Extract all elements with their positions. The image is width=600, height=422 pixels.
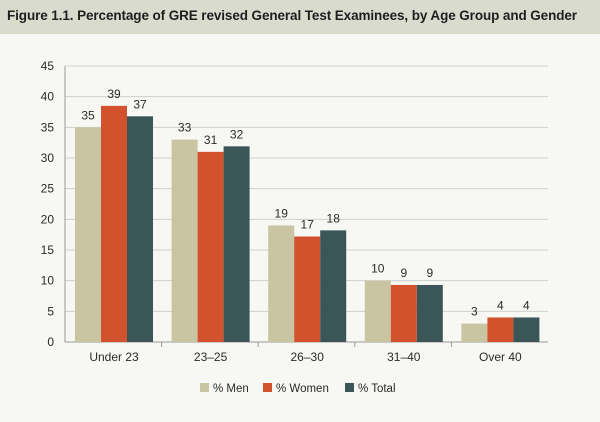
category-label: 31–40 xyxy=(387,350,421,364)
y-tick-label: 20 xyxy=(41,212,55,226)
bar xyxy=(127,116,153,342)
data-label: 9 xyxy=(426,266,433,280)
title-bar: Figure 1.1. Percentage of GRE revised Ge… xyxy=(0,0,600,34)
data-label: 32 xyxy=(230,127,244,141)
bar xyxy=(223,146,250,342)
data-label: 19 xyxy=(275,206,289,220)
data-label: 4 xyxy=(523,298,530,312)
chart-title: Figure 1.1. Percentage of GRE revised Ge… xyxy=(7,8,577,23)
bar xyxy=(513,317,540,342)
y-tick-label: 40 xyxy=(41,90,55,104)
y-tick-label: 30 xyxy=(41,151,55,165)
bar xyxy=(171,139,198,342)
bar xyxy=(268,225,295,342)
y-tick-label: 45 xyxy=(41,59,55,73)
bar xyxy=(416,284,443,342)
y-tick-label: 15 xyxy=(41,243,55,257)
data-label: 3 xyxy=(471,305,478,319)
legend-swatch xyxy=(263,383,272,392)
data-label: 39 xyxy=(107,87,121,101)
data-label: 10 xyxy=(371,262,385,276)
bar xyxy=(320,230,347,342)
data-label: 35 xyxy=(81,108,95,122)
data-label: 37 xyxy=(133,97,147,111)
category-label: Under 23 xyxy=(89,350,139,364)
legend-label: % Men xyxy=(213,383,249,395)
legend-label: % Total xyxy=(358,383,396,395)
bar xyxy=(487,317,514,342)
bar xyxy=(390,284,417,342)
bar xyxy=(197,151,224,342)
bar xyxy=(461,323,488,342)
bar xyxy=(294,236,321,342)
y-tick-label: 25 xyxy=(41,182,55,196)
bar xyxy=(101,105,127,342)
y-tick-label: 35 xyxy=(41,120,55,134)
data-label: 4 xyxy=(497,298,504,312)
legend-swatch xyxy=(200,383,209,392)
y-tick-label: 0 xyxy=(47,335,54,349)
y-tick-label: 10 xyxy=(41,274,55,288)
legend-label: % Women xyxy=(276,383,329,395)
bar xyxy=(75,127,101,342)
data-label: 9 xyxy=(400,266,407,280)
data-label: 31 xyxy=(204,133,218,147)
category-label: 23–25 xyxy=(194,350,228,364)
y-tick-label: 5 xyxy=(47,304,54,318)
data-label: 33 xyxy=(178,121,192,135)
bar xyxy=(364,280,391,342)
category-label: Over 40 xyxy=(479,350,522,364)
category-label: 26–30 xyxy=(291,350,325,364)
data-label: 17 xyxy=(301,218,315,232)
data-label: 18 xyxy=(327,211,341,225)
legend-swatch xyxy=(345,383,354,392)
